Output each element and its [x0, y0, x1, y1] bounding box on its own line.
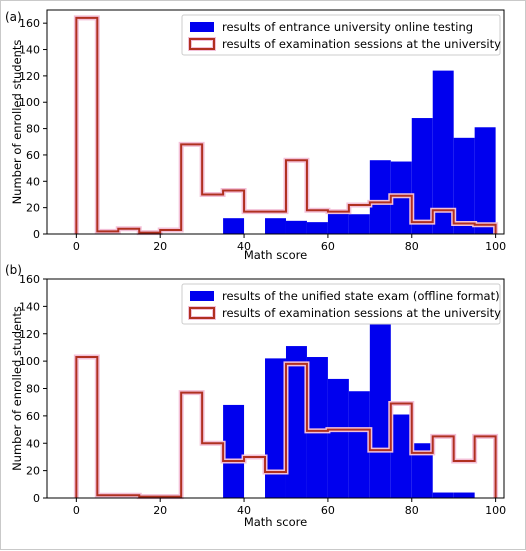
histogram-bar [265, 218, 286, 234]
histogram-bar [453, 137, 475, 234]
legend-box [181, 14, 501, 56]
y-tick-label: 140 [19, 44, 40, 57]
x-tick-label: 100 [485, 240, 506, 253]
y-tick-label: 120 [19, 70, 40, 83]
x-tick-label: 40 [237, 504, 251, 517]
histogram-bar [474, 127, 496, 234]
y-tick-label: 20 [26, 202, 40, 215]
x-tick-label: 20 [153, 240, 167, 253]
panel-label: (a) [5, 10, 22, 24]
histogram-bar [306, 222, 328, 234]
y-axis-label: Number of enrolled students [10, 40, 24, 205]
legend-label-step: results of examination sessions at the u… [222, 306, 501, 320]
histogram-bar [369, 288, 391, 498]
y-tick-label: 80 [26, 123, 40, 136]
histogram-bar [306, 357, 328, 498]
x-tick-label: 60 [321, 504, 335, 517]
y-tick-label: 140 [19, 300, 40, 313]
y-tick-label: 40 [26, 437, 40, 450]
legend-box [181, 283, 501, 325]
panel-a: 0 20 40 60 80 100 0 20 40 60 80 100 120 140 160 Math sc… [5, 9, 506, 262]
histogram-bar [411, 443, 433, 498]
x-tick-label: 80 [405, 240, 419, 253]
step-outline [75, 16, 497, 234]
step-outline [75, 356, 497, 498]
legend-swatch-filled [190, 22, 214, 32]
x-tick-label: 80 [405, 504, 419, 517]
histogram-bar [432, 492, 454, 498]
histogram-bar [223, 404, 245, 498]
legend-label-step: results of examination sessions at the u… [222, 37, 501, 51]
x-tick-label: 20 [153, 504, 167, 517]
y-tick-label: 120 [19, 328, 40, 341]
x-axis-label: Math score [244, 248, 307, 262]
legend-label-filled: results of entrance university online te… [222, 20, 473, 34]
y-axis-label: Number of enrolled students [10, 306, 24, 471]
histogram-bar [390, 414, 412, 498]
histogram-bar [327, 211, 349, 234]
panel-label: (b) [5, 263, 22, 277]
x-axis-label: Math score [244, 515, 307, 529]
y-tick-label: 60 [26, 410, 40, 423]
y-tick-label: 80 [26, 383, 40, 396]
histogram-bar [265, 358, 286, 498]
y-tick-label: 160 [19, 17, 40, 30]
y-tick-label: 20 [26, 465, 40, 478]
histogram-bar [348, 391, 370, 498]
histogram-bar [327, 378, 349, 498]
histogram-bar [411, 118, 433, 234]
legend: results of entrance university online te… [181, 14, 501, 56]
y-tick-label: 160 [19, 273, 40, 286]
panel-b: 0 20 40 60 80 100 0 20 40 60 80 100 120 140 160 Math sc… [5, 263, 506, 529]
x-tick-label: 100 [485, 504, 506, 517]
axes-frame [46, 9, 505, 235]
x-tick-label: 0 [73, 240, 80, 253]
x-tick-label: 0 [73, 504, 80, 517]
histogram-bar [453, 492, 475, 498]
histogram-bar [285, 220, 307, 234]
legend-label-filled: results of the unified state exam (offli… [222, 289, 500, 303]
legend: results of the unified state exam (offli… [181, 283, 501, 325]
y-tick-label: 100 [19, 355, 40, 368]
histogram-bar [223, 218, 245, 234]
y-tick-label: 0 [33, 228, 40, 241]
x-tick-label: 40 [237, 240, 251, 253]
legend-swatch-step [189, 38, 215, 50]
y-tick-label: 0 [33, 492, 40, 505]
histogram-bar [285, 346, 307, 498]
y-tick-label: 60 [26, 149, 40, 162]
legend-swatch-filled [190, 291, 214, 301]
histogram-bar [348, 214, 370, 234]
histogram-bar [369, 160, 391, 234]
y-tick-label: 100 [19, 96, 40, 109]
y-tick-label: 40 [26, 175, 40, 188]
legend-swatch-step [189, 307, 215, 319]
x-tick-label: 60 [321, 240, 335, 253]
histogram-bar [432, 70, 454, 235]
